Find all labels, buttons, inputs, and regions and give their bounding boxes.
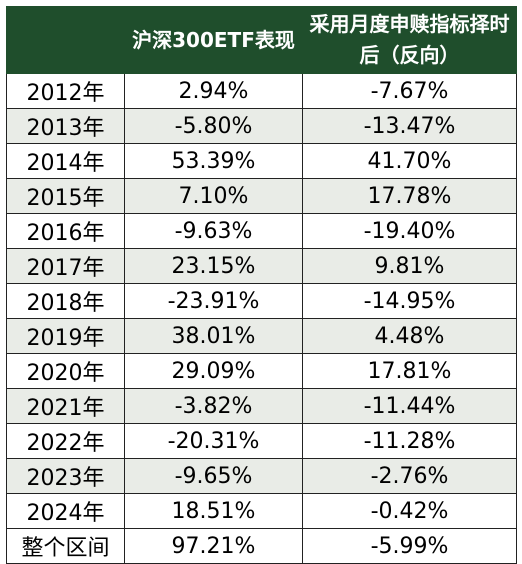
timed-return-cell: -11.44% (302, 388, 517, 424)
year-cell: 2016年 (6, 213, 125, 249)
timed-return-cell: 4.48% (302, 318, 517, 354)
header-timed-performance: 采用月度申赎指标择时后（反向） (302, 6, 517, 74)
year-cell: 2018年 (6, 283, 125, 319)
timed-return-cell: 41.70% (302, 143, 517, 179)
year-cell: 2019年 (6, 318, 125, 354)
total-row: 整个区间 97.21% -5.99% (6, 528, 517, 564)
returns-table: 沪深300ETF表现 采用月度申赎指标择时后（反向） 2012年 2.94% -7.… (6, 6, 517, 564)
etf-return-cell: 38.01% (124, 318, 303, 354)
year-cell: 2024年 (6, 493, 125, 529)
year-cell: 2022年 (6, 423, 125, 459)
header-corner (6, 6, 125, 74)
table-row: 2021年 -3.82% -11.44% (6, 388, 517, 424)
timed-return-cell: -11.28% (302, 423, 517, 459)
year-cell: 2012年 (6, 73, 125, 109)
etf-return-cell: -9.63% (124, 213, 303, 249)
etf-return-cell: -3.82% (124, 388, 303, 424)
timed-return-cell: -2.76% (302, 458, 517, 494)
etf-return-cell: -9.65% (124, 458, 303, 494)
year-cell: 2015年 (6, 178, 125, 214)
table-row: 2024年 18.51% -0.42% (6, 493, 517, 529)
timed-return-cell: 9.81% (302, 248, 517, 284)
etf-return-cell: -5.80% (124, 108, 303, 144)
etf-return-cell: 53.39% (124, 143, 303, 179)
table-row: 2013年 -5.80% -13.47% (6, 108, 517, 144)
table-row: 2015年 7.10% 17.78% (6, 178, 517, 214)
year-cell: 2020年 (6, 353, 125, 389)
etf-return-cell: 7.10% (124, 178, 303, 214)
year-cell: 2017年 (6, 248, 125, 284)
table-row: 2014年 53.39% 41.70% (6, 143, 517, 179)
table-body: 2012年 2.94% -7.67% 2013年 -5.80% -13.47% 2014年 5… (6, 73, 517, 564)
table-row: 2018年 -23.91% -14.95% (6, 283, 517, 319)
etf-return-cell: 29.09% (124, 353, 303, 389)
etf-return-cell: 2.94% (124, 73, 303, 109)
timed-return-cell: 17.78% (302, 178, 517, 214)
header-row: 沪深300ETF表现 采用月度申赎指标择时后（反向） (6, 6, 517, 74)
table-row: 2017年 23.15% 9.81% (6, 248, 517, 284)
table-row: 2019年 38.01% 4.48% (6, 318, 517, 354)
header-etf-performance: 沪深300ETF表现 (124, 6, 303, 74)
timed-return-cell: -5.99% (302, 528, 517, 564)
timed-return-cell: -19.40% (302, 213, 517, 249)
table-row: 2022年 -20.31% -11.28% (6, 423, 517, 459)
etf-return-cell: 18.51% (124, 493, 303, 529)
etf-return-cell: -23.91% (124, 283, 303, 319)
year-cell: 2023年 (6, 458, 125, 494)
timed-return-cell: -7.67% (302, 73, 517, 109)
table-row: 2016年 -9.63% -19.40% (6, 213, 517, 249)
table-row: 2012年 2.94% -7.67% (6, 73, 517, 109)
timed-return-cell: -14.95% (302, 283, 517, 319)
timed-return-cell: -0.42% (302, 493, 517, 529)
timed-return-cell: -13.47% (302, 108, 517, 144)
returns-table-container: 沪深300ETF表现 采用月度申赎指标择时后（反向） 2012年 2.94% -7.… (6, 6, 517, 564)
year-cell: 2014年 (6, 143, 125, 179)
etf-return-cell: -20.31% (124, 423, 303, 459)
timed-return-cell: 17.81% (302, 353, 517, 389)
table-row: 2023年 -9.65% -2.76% (6, 458, 517, 494)
year-cell: 2021年 (6, 388, 125, 424)
table-row: 2020年 29.09% 17.81% (6, 353, 517, 389)
etf-return-cell: 97.21% (124, 528, 303, 564)
etf-return-cell: 23.15% (124, 248, 303, 284)
year-cell: 2013年 (6, 108, 125, 144)
year-cell: 整个区间 (6, 528, 125, 564)
